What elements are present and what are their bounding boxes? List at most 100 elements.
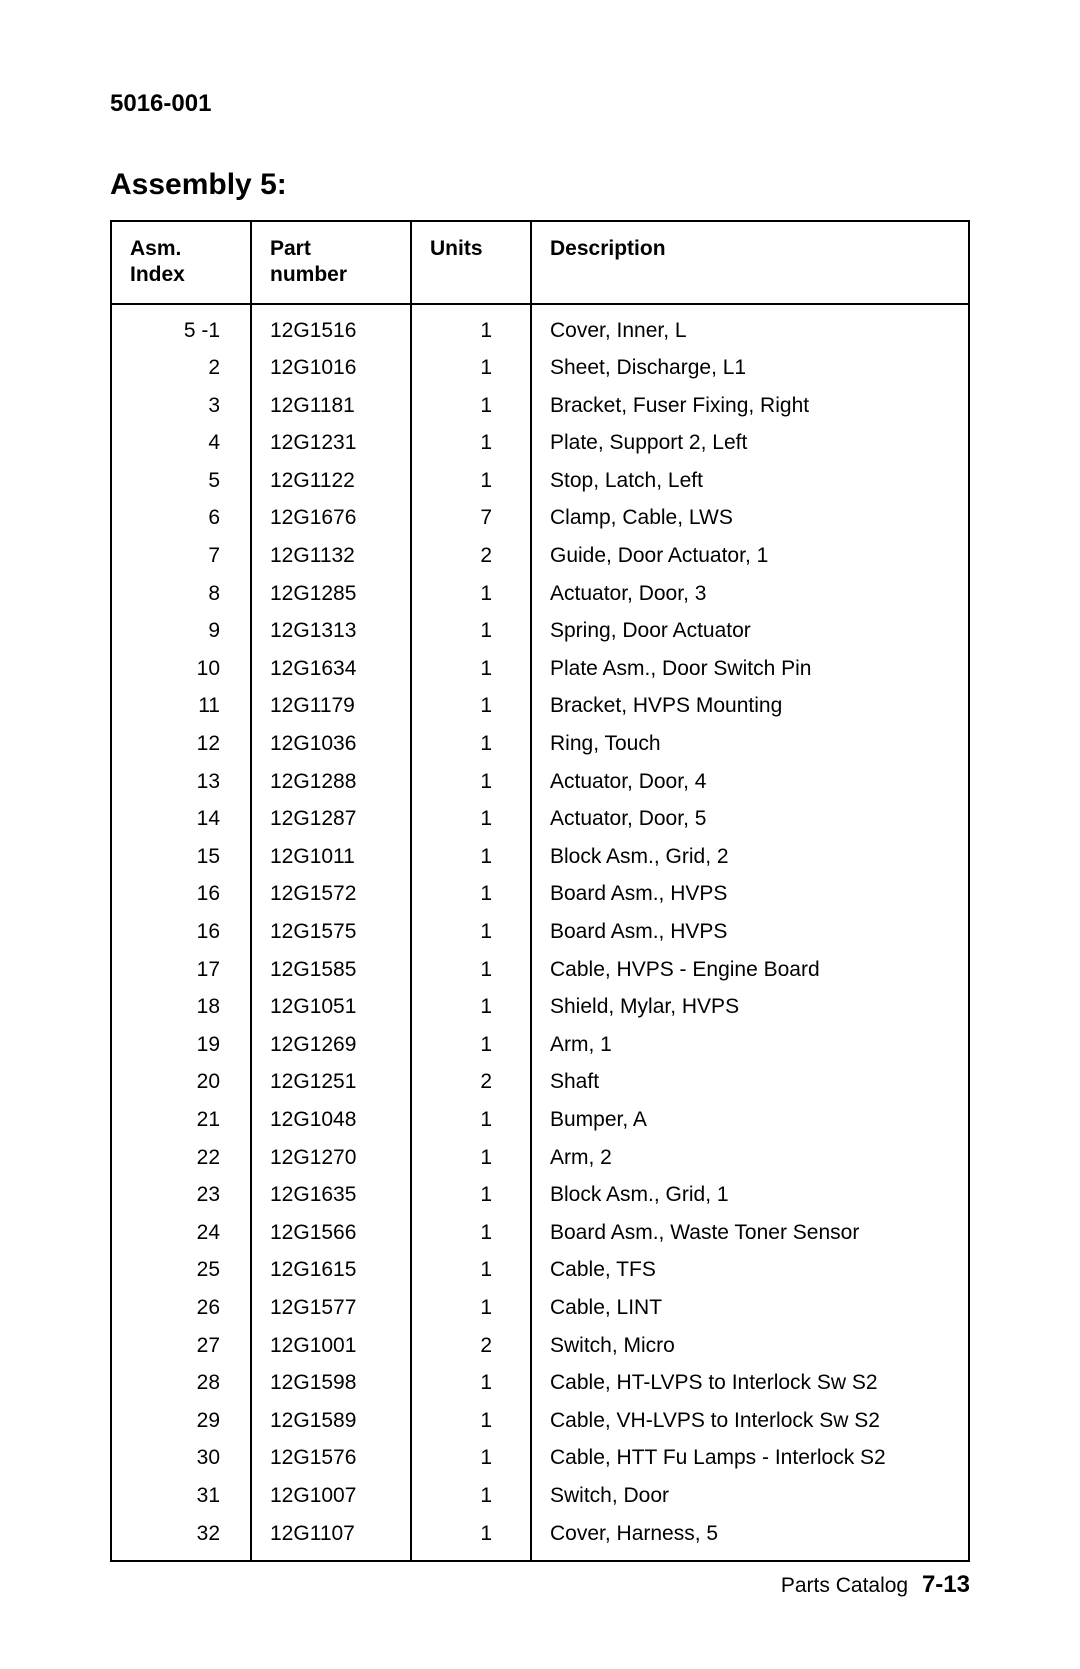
cell-part-number: 12G1132 — [251, 537, 411, 575]
cell-asm-index: 10 — [111, 650, 251, 688]
cell-units: 1 — [411, 1364, 531, 1402]
table-row: 1312G12881Actuator, Door, 4 — [111, 763, 969, 801]
cell-units: 1 — [411, 1026, 531, 1064]
cell-description: Switch, Micro — [531, 1327, 969, 1365]
cell-units: 1 — [411, 1139, 531, 1177]
footer-page-number: 7-13 — [922, 1571, 970, 1598]
cell-units: 1 — [411, 800, 531, 838]
cell-units: 1 — [411, 725, 531, 763]
cell-description: Actuator, Door, 4 — [531, 763, 969, 801]
table-row: 3212G11071Cover, Harness, 5 — [111, 1515, 969, 1561]
cell-asm-index: 16 — [111, 913, 251, 951]
document-code: 5016-001 — [110, 90, 970, 118]
cell-part-number: 12G1181 — [251, 387, 411, 425]
table-row: 1012G16341Plate Asm., Door Switch Pin — [111, 650, 969, 688]
cell-units: 1 — [411, 612, 531, 650]
cell-units: 1 — [411, 1252, 531, 1290]
cell-description: Cable, TFS — [531, 1252, 969, 1290]
table-row: 3112G10071Switch, Door — [111, 1477, 969, 1515]
table-row: 312G11811Bracket, Fuser Fixing, Right — [111, 387, 969, 425]
cell-description: Plate Asm., Door Switch Pin — [531, 650, 969, 688]
page-footer: Parts Catalog 7-13 — [781, 1571, 970, 1599]
footer-label: Parts Catalog — [781, 1574, 908, 1597]
col-header-part-line1: Part — [270, 237, 311, 260]
cell-description: Shield, Mylar, HVPS — [531, 988, 969, 1026]
cell-part-number: 12G1122 — [251, 462, 411, 500]
cell-units: 1 — [411, 650, 531, 688]
cell-units: 1 — [411, 988, 531, 1026]
cell-units: 2 — [411, 1064, 531, 1102]
cell-asm-index: 5 — [111, 462, 251, 500]
cell-asm-index: 5 -1 — [111, 304, 251, 350]
cell-asm-index: 17 — [111, 951, 251, 989]
cell-part-number: 12G1011 — [251, 838, 411, 876]
cell-asm-index: 25 — [111, 1252, 251, 1290]
parts-tbody: 5 -112G15161Cover, Inner, L212G10161Shee… — [111, 304, 969, 1561]
cell-description: Cover, Harness, 5 — [531, 1515, 969, 1561]
cell-part-number: 12G1313 — [251, 612, 411, 650]
cell-part-number: 12G1589 — [251, 1402, 411, 1440]
cell-asm-index: 15 — [111, 838, 251, 876]
cell-description: Bracket, Fuser Fixing, Right — [531, 387, 969, 425]
cell-asm-index: 6 — [111, 500, 251, 538]
cell-units: 1 — [411, 349, 531, 387]
cell-description: Switch, Door — [531, 1477, 969, 1515]
cell-part-number: 12G1288 — [251, 763, 411, 801]
table-row: 212G10161Sheet, Discharge, L1 — [111, 349, 969, 387]
cell-part-number: 12G1635 — [251, 1176, 411, 1214]
cell-description: Block Asm., Grid, 1 — [531, 1176, 969, 1214]
cell-description: Cover, Inner, L — [531, 304, 969, 350]
cell-part-number: 12G1287 — [251, 800, 411, 838]
cell-asm-index: 14 — [111, 800, 251, 838]
cell-part-number: 12G1516 — [251, 304, 411, 350]
table-row: 2612G15771Cable, LINT — [111, 1289, 969, 1327]
col-header-asm-line2: Index — [130, 263, 185, 286]
cell-asm-index: 30 — [111, 1440, 251, 1478]
cell-asm-index: 7 — [111, 537, 251, 575]
col-header-units: Units — [411, 221, 531, 304]
cell-asm-index: 16 — [111, 876, 251, 914]
col-header-asm-index: Asm. Index — [111, 221, 251, 304]
cell-part-number: 12G1016 — [251, 349, 411, 387]
cell-asm-index: 4 — [111, 424, 251, 462]
cell-description: Bracket, HVPS Mounting — [531, 688, 969, 726]
cell-description: Actuator, Door, 3 — [531, 575, 969, 613]
table-row: 2812G15981Cable, HT-LVPS to Interlock Sw… — [111, 1364, 969, 1402]
cell-units: 1 — [411, 913, 531, 951]
cell-units: 1 — [411, 424, 531, 462]
cell-description: Shaft — [531, 1064, 969, 1102]
cell-description: Cable, LINT — [531, 1289, 969, 1327]
cell-units: 2 — [411, 537, 531, 575]
table-row: 812G12851Actuator, Door, 3 — [111, 575, 969, 613]
table-row: 2112G10481Bumper, A — [111, 1101, 969, 1139]
cell-asm-index: 31 — [111, 1477, 251, 1515]
table-row: 2712G10012Switch, Micro — [111, 1327, 969, 1365]
table-row: 1912G12691Arm, 1 — [111, 1026, 969, 1064]
table-row: 512G11221Stop, Latch, Left — [111, 462, 969, 500]
cell-asm-index: 2 — [111, 349, 251, 387]
table-row: 2012G12512Shaft — [111, 1064, 969, 1102]
cell-description: Board Asm., Waste Toner Sensor — [531, 1214, 969, 1252]
cell-asm-index: 13 — [111, 763, 251, 801]
table-header-row: Asm. Index Part number Units Description — [111, 221, 969, 304]
cell-asm-index: 28 — [111, 1364, 251, 1402]
cell-units: 1 — [411, 1477, 531, 1515]
cell-part-number: 12G1270 — [251, 1139, 411, 1177]
cell-description: Arm, 1 — [531, 1026, 969, 1064]
cell-part-number: 12G1577 — [251, 1289, 411, 1327]
cell-asm-index: 27 — [111, 1327, 251, 1365]
cell-asm-index: 9 — [111, 612, 251, 650]
cell-description: Cable, HTT Fu Lamps - Interlock S2 — [531, 1440, 969, 1478]
cell-part-number: 12G1051 — [251, 988, 411, 1026]
cell-description: Actuator, Door, 5 — [531, 800, 969, 838]
cell-asm-index: 29 — [111, 1402, 251, 1440]
cell-description: Cable, HVPS - Engine Board — [531, 951, 969, 989]
cell-part-number: 12G1036 — [251, 725, 411, 763]
cell-units: 1 — [411, 575, 531, 613]
cell-units: 2 — [411, 1327, 531, 1365]
cell-part-number: 12G1576 — [251, 1440, 411, 1478]
cell-description: Board Asm., HVPS — [531, 876, 969, 914]
col-header-part-line2: number — [270, 263, 347, 286]
cell-units: 1 — [411, 1440, 531, 1478]
cell-description: Clamp, Cable, LWS — [531, 500, 969, 538]
